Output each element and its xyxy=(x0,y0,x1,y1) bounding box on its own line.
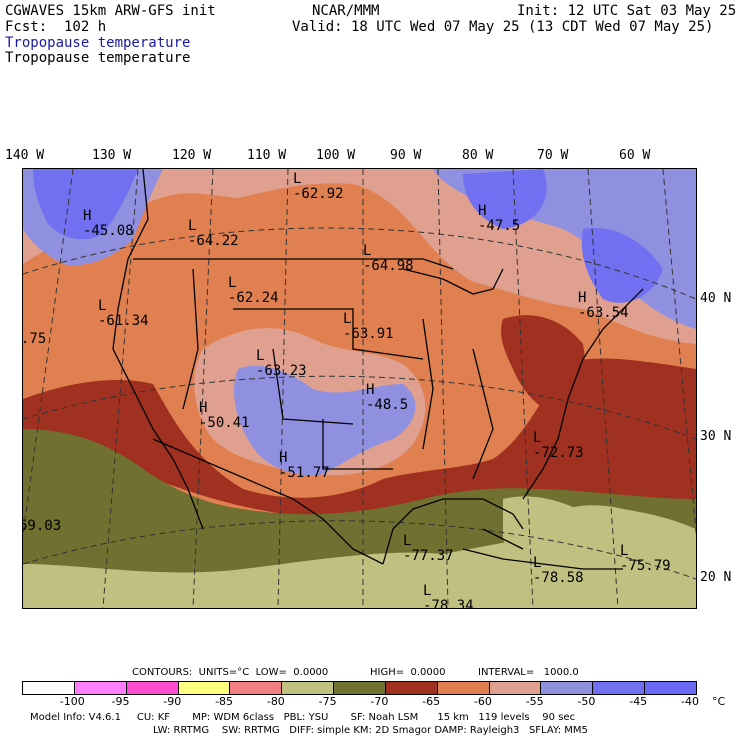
low-marker: L -62.92 xyxy=(293,171,344,202)
color-swatch xyxy=(178,682,231,694)
center-label: NCAR/MMM xyxy=(312,3,380,19)
field-title-primary: Tropopause temperature xyxy=(5,35,191,51)
field-blue-northwest-core xyxy=(33,169,138,240)
low-marker: L -77.37 xyxy=(403,533,454,564)
color-tick-label: -45 xyxy=(629,695,648,708)
tropopause-temperature-map: L -62.92 H -45.08 L -64.22 H -47.5 L -64.98 L… xyxy=(22,168,697,609)
low-marker: L -75.79 xyxy=(620,543,671,574)
color-tick-label: -80 xyxy=(266,695,285,708)
low-marker: L -78.58 xyxy=(533,555,584,586)
low-marker: L -61.34 xyxy=(98,298,149,329)
color-swatch xyxy=(489,682,542,694)
lon-label: 140 W xyxy=(5,148,45,163)
color-tick-label: -50 xyxy=(577,695,596,708)
field-title-secondary: Tropopause temperature xyxy=(5,50,191,66)
high-marker: H -50.41 xyxy=(199,400,250,431)
color-swatch xyxy=(23,682,75,694)
color-swatch xyxy=(126,682,179,694)
color-tick-label: -40 xyxy=(681,695,699,708)
graticule xyxy=(23,169,696,608)
high-marker: H -51.77 xyxy=(279,450,330,481)
field-orange-north xyxy=(173,183,523,341)
edge-value: 69.03 xyxy=(22,518,62,534)
field-blue-newengland xyxy=(581,228,663,303)
color-swatch xyxy=(282,682,335,694)
map-field xyxy=(23,169,696,608)
color-tick-label: -95 xyxy=(111,695,130,708)
high-marker: H -45.08 xyxy=(83,208,134,239)
color-tick-label: -60 xyxy=(473,695,492,708)
physics-info-line: LW: RRTMG SW: RRTMG DIFF: simple KM: 2D … xyxy=(153,725,588,736)
high-marker: H -48.5 xyxy=(366,382,409,413)
model-info-line: Model Info: V4.6.1 CU: KF MP: WDM 6class… xyxy=(30,712,576,723)
color-tick-label: -55 xyxy=(525,695,544,708)
field-darkred-eastcoast xyxy=(501,315,585,419)
lon-label: 90 W xyxy=(390,148,422,163)
field-darkred-south xyxy=(23,358,696,520)
low-marker: L -64.22 xyxy=(188,218,239,249)
contour-interval: INTERVAL= 1000.0 xyxy=(478,667,579,678)
color-tick-label: -90 xyxy=(163,695,182,708)
color-swatch xyxy=(437,682,490,694)
lat-label: 20 N xyxy=(700,570,732,585)
color-swatch xyxy=(74,682,127,694)
low-marker: L -64.98 xyxy=(363,243,414,274)
color-tick-label: -85 xyxy=(215,695,234,708)
color-swatch xyxy=(230,682,283,694)
color-tick-label: -100 xyxy=(59,695,85,708)
lon-label: 70 W xyxy=(537,148,569,163)
color-tick-label: -70 xyxy=(370,695,389,708)
color-swatch xyxy=(645,682,696,694)
color-swatch xyxy=(593,682,646,694)
color-tick-label: -65 xyxy=(422,695,441,708)
lon-label: 80 W xyxy=(462,148,494,163)
contour-units: CONTOURS: UNITS=°C LOW= 0.0000 xyxy=(132,667,329,678)
lat-label: 40 N xyxy=(700,291,732,306)
lon-label: 60 W xyxy=(619,148,651,163)
lat-label: 30 N xyxy=(700,429,732,444)
color-scale-bar xyxy=(22,681,697,695)
color-tick-label: -75 xyxy=(318,695,337,708)
lon-label: 130 W xyxy=(92,148,132,163)
coastlines xyxy=(112,169,644,570)
field-blue-northeast-core xyxy=(463,169,547,229)
lon-label: 110 W xyxy=(247,148,287,163)
lon-label: 120 W xyxy=(172,148,212,163)
model-title: CGWAVES 15km ARW-GFS init xyxy=(5,3,216,19)
color-swatch xyxy=(385,682,438,694)
color-tick-label: °C xyxy=(712,695,726,708)
valid-time: Valid: 18 UTC Wed 07 May 25 (13 CDT Wed … xyxy=(292,19,714,35)
field-khaki-tropics xyxy=(23,505,696,608)
forecast-hour: Fcst: 102 h xyxy=(5,19,107,35)
low-marker: L -63.91 xyxy=(343,311,394,342)
high-marker: H -47.5 xyxy=(478,203,521,234)
low-marker: L -63.23 xyxy=(256,348,307,379)
low-marker: L -78.34 xyxy=(423,583,474,609)
low-marker: L -72.73 xyxy=(533,430,584,461)
lon-label: 100 W xyxy=(316,148,356,163)
color-swatch xyxy=(334,682,386,694)
edge-value: .75 xyxy=(22,331,47,347)
high-marker: H -63.54 xyxy=(578,290,629,321)
contour-high: HIGH= 0.0000 xyxy=(370,667,446,678)
init-time: Init: 12 UTC Sat 03 May 25 xyxy=(517,3,737,19)
low-marker: L -62.24 xyxy=(228,275,279,306)
color-swatch xyxy=(541,682,594,694)
